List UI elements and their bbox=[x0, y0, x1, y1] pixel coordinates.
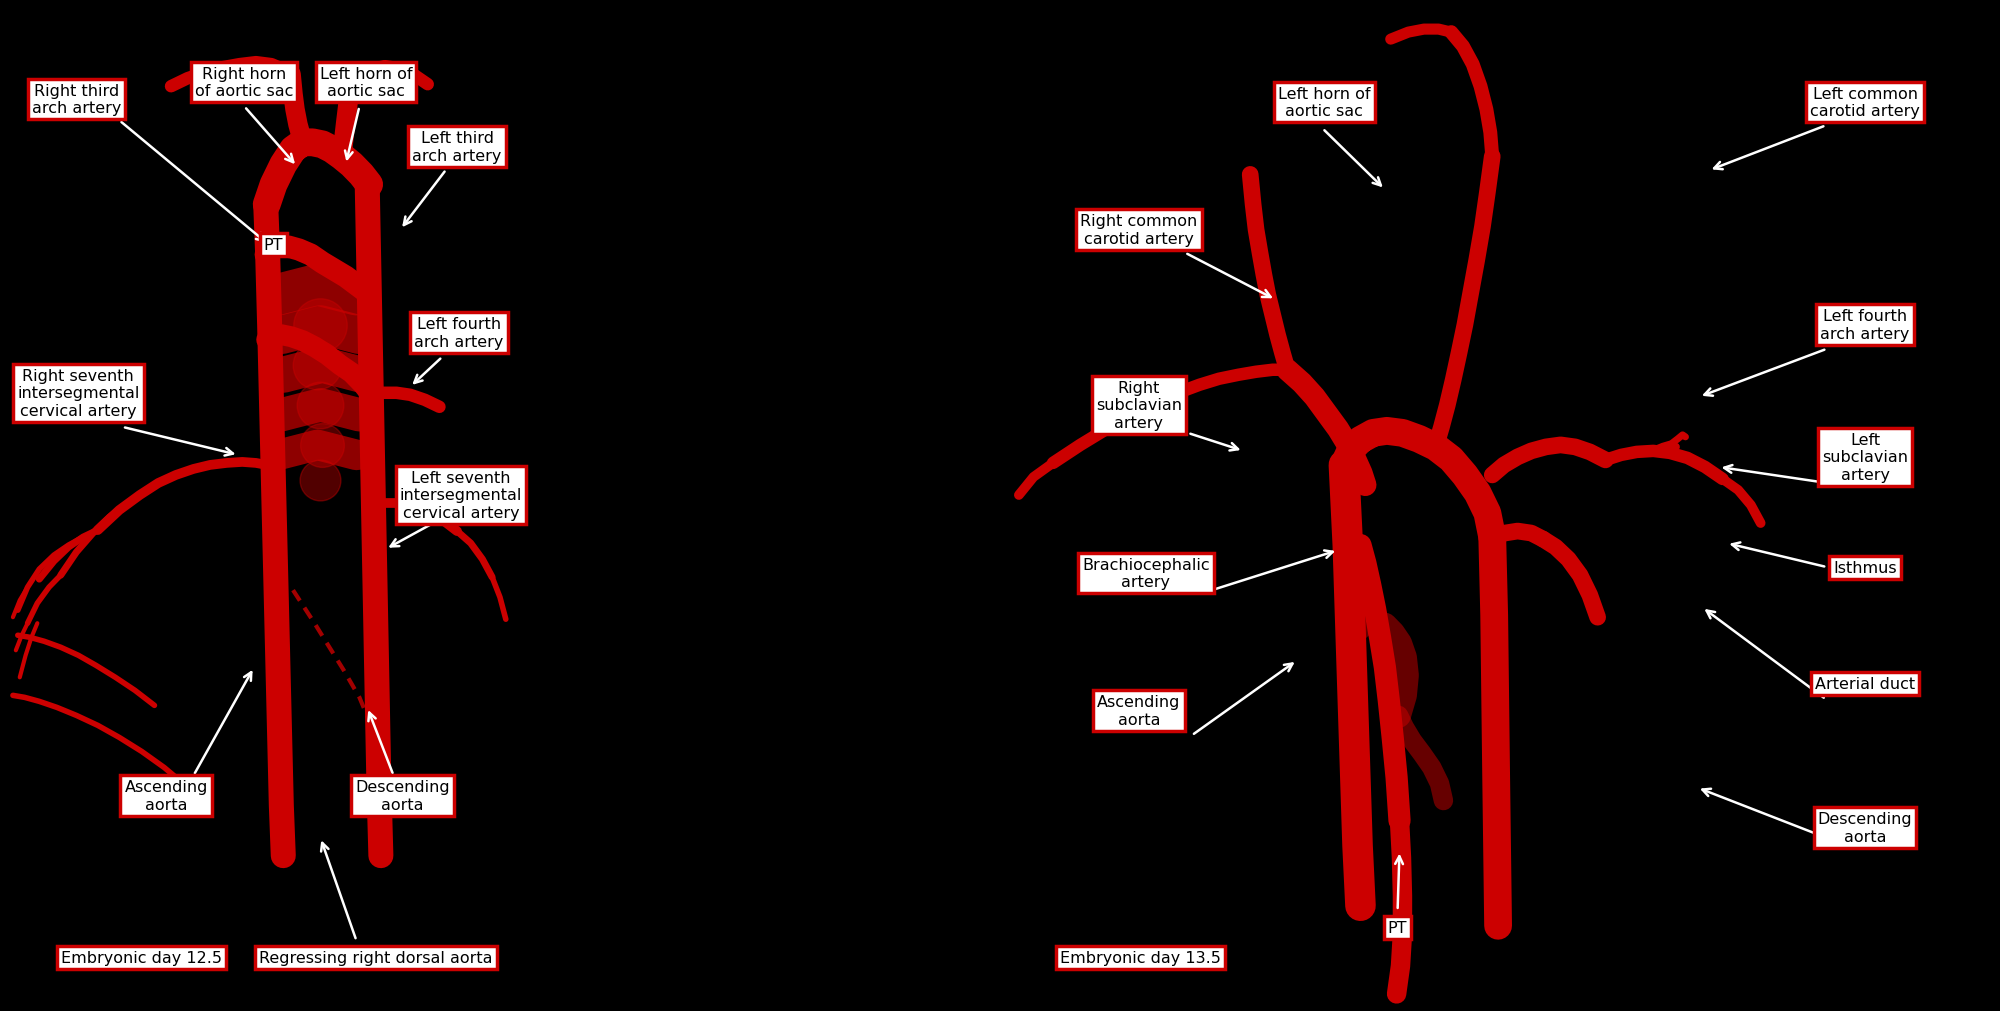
Text: Right third
arch artery: Right third arch artery bbox=[32, 84, 122, 116]
Text: Isthmus: Isthmus bbox=[1834, 560, 1896, 575]
Text: PT: PT bbox=[264, 238, 284, 253]
Text: Right
subclavian
artery: Right subclavian artery bbox=[1096, 380, 1182, 431]
Text: Embryonic day 13.5: Embryonic day 13.5 bbox=[1060, 950, 1222, 966]
Text: Descending
aorta: Descending aorta bbox=[1818, 812, 1912, 844]
Text: Right seventh
intersegmental
cervical artery: Right seventh intersegmental cervical ar… bbox=[18, 369, 140, 419]
Text: Left horn of
aortic sac: Left horn of aortic sac bbox=[1278, 87, 1370, 119]
Text: Left fourth
arch artery: Left fourth arch artery bbox=[414, 317, 504, 350]
Text: Embryonic day 12.5: Embryonic day 12.5 bbox=[62, 950, 222, 966]
Text: Left horn of
aortic sac: Left horn of aortic sac bbox=[320, 67, 412, 99]
Text: Left common
carotid artery: Left common carotid artery bbox=[1810, 87, 1920, 119]
Text: PT: PT bbox=[1388, 920, 1408, 935]
Text: Left third
arch artery: Left third arch artery bbox=[412, 131, 502, 164]
Text: Regressing right dorsal aorta: Regressing right dorsal aorta bbox=[260, 950, 492, 966]
Text: Arterial duct: Arterial duct bbox=[1816, 676, 1916, 692]
Text: Ascending
aorta: Ascending aorta bbox=[124, 779, 208, 812]
Text: Right common
carotid artery: Right common carotid artery bbox=[1080, 214, 1198, 247]
Text: Left
subclavian
artery: Left subclavian artery bbox=[1822, 433, 1908, 482]
Text: Brachiocephalic
artery: Brachiocephalic artery bbox=[1082, 557, 1210, 589]
Text: Left fourth
arch artery: Left fourth arch artery bbox=[1820, 309, 1910, 342]
Text: Right horn
of aortic sac: Right horn of aortic sac bbox=[196, 67, 294, 99]
Text: Ascending
aorta: Ascending aorta bbox=[1098, 695, 1180, 727]
Text: Left seventh
intersegmental
cervical artery: Left seventh intersegmental cervical art… bbox=[400, 470, 522, 521]
Text: Descending
aorta: Descending aorta bbox=[356, 779, 450, 812]
